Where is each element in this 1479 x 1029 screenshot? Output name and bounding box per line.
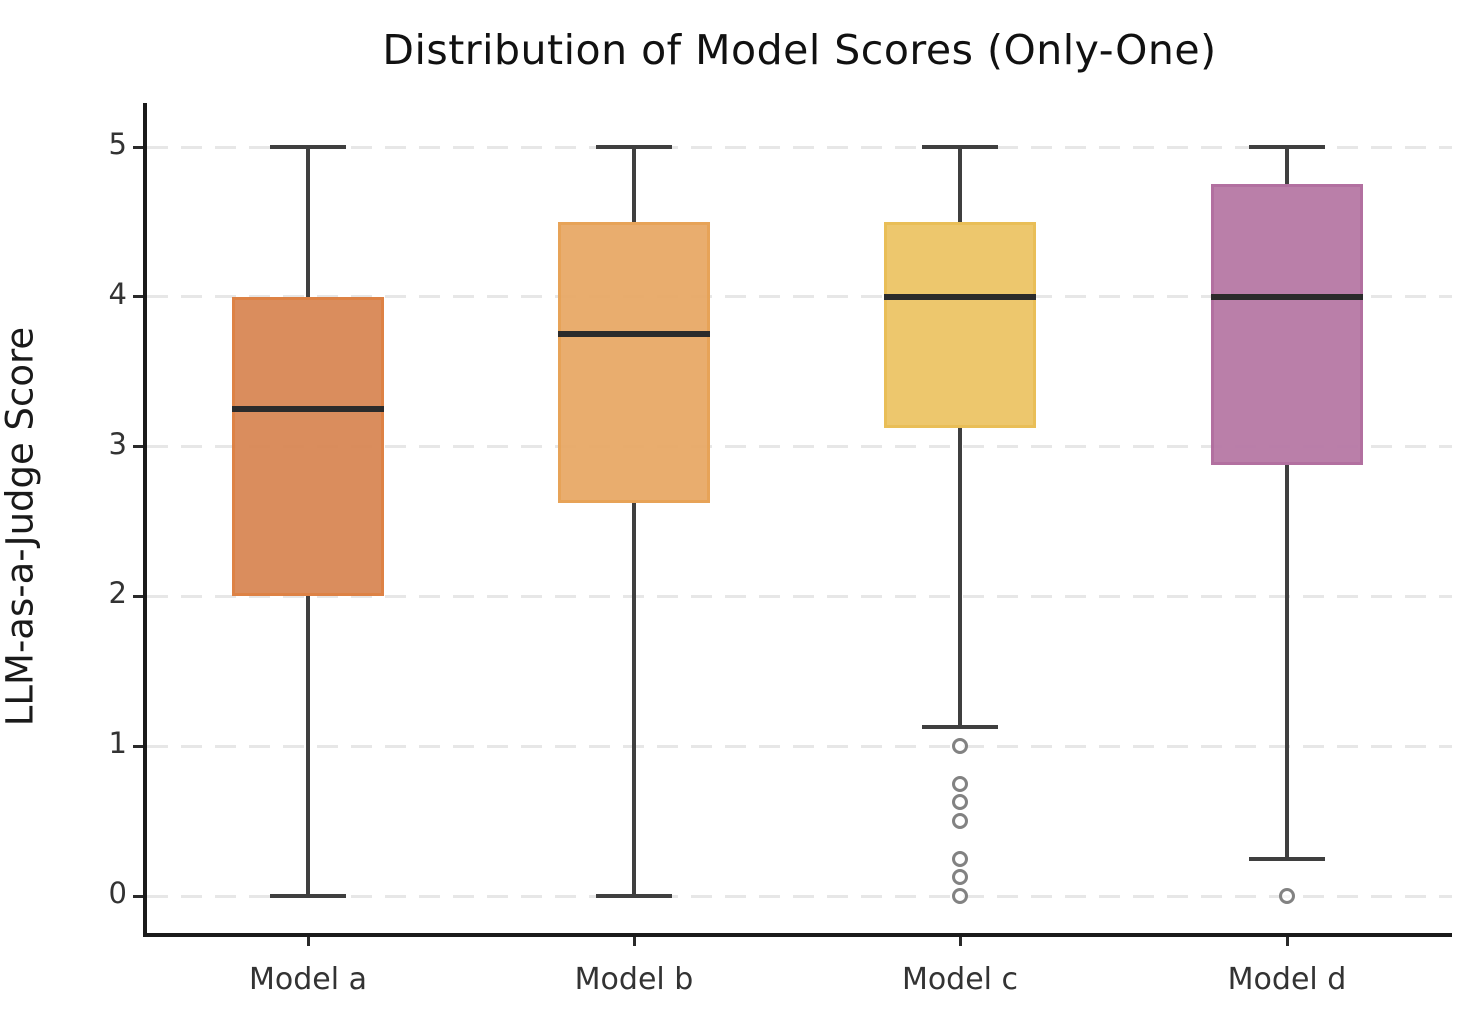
gridline-y5 [147,145,1452,149]
y-tick-label-2: 2 [108,576,127,611]
y-tick-mark-5 [133,145,147,149]
flier-model-c-3 [952,813,968,830]
bottom-spine [143,933,1452,937]
x-tick-mark-model-b [632,933,636,946]
whisker-upper-model-a [306,147,310,297]
box-model-d [1211,184,1363,466]
flier-model-c-6 [952,888,968,904]
median-model-b [558,331,710,338]
flier-model-d-0 [1279,888,1295,904]
x-tick-mark-model-a [306,933,310,946]
y-tick-label-0: 0 [108,876,127,910]
whisker-cap-top-model-d [1249,145,1325,149]
gridline-y4 [147,295,1452,299]
y-tick-mark-1 [133,744,147,748]
whisker-cap-bottom-model-a [270,894,346,898]
x-tick-mark-model-c [958,933,962,946]
gridline-y3 [147,445,1452,449]
y-tick-mark-0 [133,894,147,898]
whisker-upper-model-d [1285,147,1289,185]
flier-model-c-1 [952,775,968,792]
x-tick-label-model-d: Model d [1227,962,1347,997]
whisker-cap-top-model-a [270,145,346,149]
gridline-y0 [147,894,1452,898]
median-model-c [884,293,1036,300]
x-tick-mark-model-d [1285,933,1289,946]
y-tick-label-3: 3 [108,426,127,461]
flier-model-c-5 [952,869,968,886]
whisker-upper-model-c [958,147,962,222]
x-tick-label-model-a: Model a [249,962,367,997]
x-tick-label-model-c: Model c [901,962,1019,997]
median-model-a [232,406,384,413]
whisker-lower-model-c [958,427,962,728]
y-tick-label-4: 4 [108,276,127,311]
whisker-upper-model-b [632,147,636,222]
flier-model-c-2 [952,794,968,811]
y-tick-label-1: 1 [108,726,127,761]
whisker-cap-bottom-model-c [922,725,998,730]
y-tick-mark-3 [133,445,147,449]
whisker-lower-model-d [1285,465,1289,859]
whisker-cap-bottom-model-b [596,894,672,898]
box-model-a [232,296,384,597]
y-tick-mark-2 [133,594,147,598]
box-model-b [558,221,710,503]
y-tick-mark-4 [133,295,147,299]
box-model-c [884,221,1036,428]
whisker-cap-top-model-b [596,145,672,149]
gridline-y1 [147,744,1452,748]
left-spine [143,103,147,937]
whisker-lower-model-a [306,596,310,896]
chart-title: Distribution of Model Scores (Only-One) [382,26,1217,74]
whisker-cap-top-model-c [922,145,998,149]
gridline-y2 [147,594,1452,598]
whisker-cap-bottom-model-d [1249,856,1325,861]
flier-model-c-0 [952,738,968,755]
median-model-d [1211,293,1363,300]
y-tick-label-5: 5 [108,127,127,161]
whisker-lower-model-b [632,502,636,896]
flier-model-c-4 [952,850,968,867]
x-tick-label-model-b: Model b [574,962,694,997]
